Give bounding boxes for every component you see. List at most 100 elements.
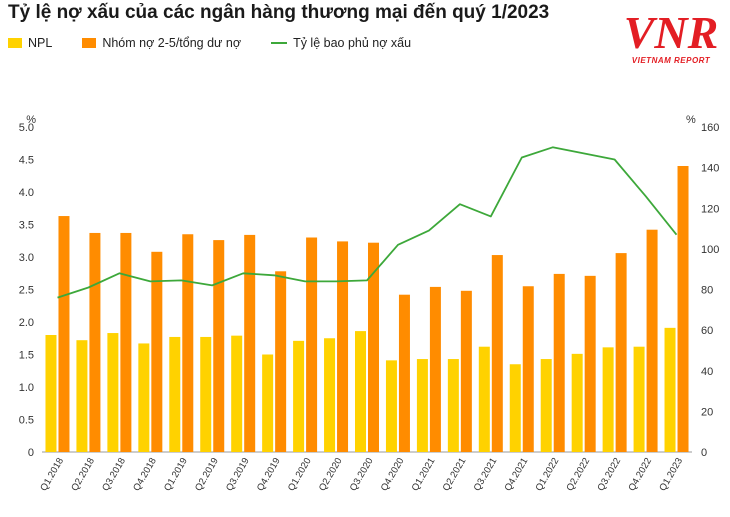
group25-bar [553, 273, 565, 452]
y-right-tick-label: 100 [701, 244, 719, 256]
y-right-tick-label: 40 [701, 366, 713, 378]
npl-bar [76, 340, 88, 452]
y-right-tick-label: 0 [701, 447, 707, 459]
y-right-tick-label: 80 [701, 285, 713, 297]
x-tick-label: Q4.2018 [131, 456, 159, 493]
group25-bar [120, 232, 132, 452]
group25-bar [151, 251, 163, 452]
group25-bar [398, 294, 410, 452]
legend: NPL Nhóm nợ 2-5/tổng dư nợ Tỷ lệ bao phủ… [8, 36, 441, 50]
y-left-tick-label: 3.5 [19, 220, 34, 232]
npl-bar [416, 359, 428, 452]
npl-bar [293, 340, 305, 452]
group25-bar [182, 234, 194, 452]
x-tick-label: Q2.2022 [565, 456, 593, 493]
x-tick-label: Q1.2022 [534, 456, 562, 493]
group25-bar [584, 275, 596, 452]
y-right-tick-label: 120 [701, 203, 719, 215]
x-tick-label: Q4.2022 [626, 456, 654, 493]
legend-label-npl: NPL [28, 36, 53, 50]
npl-bar [602, 347, 614, 452]
group25-bar [491, 255, 503, 452]
group25-bar [337, 241, 349, 452]
group25-bar [615, 253, 627, 452]
group25-bar [244, 234, 256, 452]
npl-bar [355, 331, 366, 452]
x-tick-label: Q3.2019 [224, 456, 252, 493]
npl-bar [200, 336, 212, 452]
group25-bar [646, 229, 658, 452]
coverage-line [57, 146, 678, 299]
x-tick-label: Q4.2021 [503, 456, 531, 493]
group25-bar [275, 271, 287, 452]
y-right-unit: % [686, 114, 696, 126]
group25-bar [460, 290, 472, 452]
npl-bar [324, 338, 336, 452]
x-tick-label: Q1.2021 [410, 456, 438, 493]
vietnam-report-logo: VNR VIETNAM REPORT [616, 2, 726, 74]
npl-bar [447, 359, 459, 452]
y-left-tick-label: 1.5 [19, 350, 34, 362]
x-tick-label: Q4.2019 [255, 456, 283, 493]
npl-bar [45, 335, 57, 452]
npl-bar [478, 346, 490, 452]
y-left-tick-label: 1.0 [19, 382, 34, 394]
y-left-unit: % [26, 114, 36, 126]
legend-item-group25: Nhóm nợ 2-5/tổng dư nợ [82, 36, 241, 50]
x-tick-label: Q1.2019 [162, 456, 190, 493]
npl-bar [385, 360, 397, 452]
legend-swatch-npl [8, 38, 22, 48]
legend-item-npl: NPL [8, 36, 52, 50]
y-left-tick-label: 5.0 [19, 122, 34, 134]
group25-bar [522, 286, 534, 452]
y-left-tick-label: 2.5 [19, 285, 34, 297]
x-tick-label: Q2.2021 [441, 456, 469, 493]
y-left-tick-label: 4.5 [19, 155, 34, 167]
x-tick-label: Q4.2020 [379, 456, 407, 493]
legend-swatch-group25 [82, 38, 97, 48]
logo-subtitle: VIETNAM REPORT [631, 56, 711, 65]
npl-bar [138, 343, 150, 452]
x-tick-label: Q2.2020 [317, 456, 345, 493]
legend-item-coverage: Tỷ lệ bao phủ nợ xấu [271, 36, 411, 50]
x-tick-label: Q2.2018 [69, 456, 97, 493]
legend-swatch-coverage [271, 42, 288, 44]
npl-bar [571, 353, 583, 452]
x-tick-label: Q1.2018 [38, 456, 66, 493]
y-left-tick-label: 3.0 [19, 252, 34, 264]
y-left-tick-label: 0.5 [19, 415, 34, 427]
x-tick-label: Q3.2021 [472, 456, 500, 493]
npl-bar [107, 333, 119, 452]
x-tick-label: Q1.2023 [657, 456, 685, 493]
y-right-tick-label: 160 [701, 122, 719, 134]
y-right-tick-label: 20 [701, 406, 713, 418]
chart-title: Tỷ lệ nợ xấu của các ngân hàng thương mạ… [8, 2, 550, 23]
y-right-tick-label: 140 [701, 163, 719, 175]
y-left-tick-label: 0 [28, 447, 34, 459]
npl-bar [540, 359, 552, 452]
x-tick-label: Q3.2022 [595, 456, 623, 493]
legend-label-group25: Nhóm nợ 2-5/tổng dư nợ [102, 36, 242, 50]
npl-bar [633, 346, 645, 452]
group25-bar [368, 242, 379, 452]
group25-bar [213, 240, 225, 452]
legend-label-coverage: Tỷ lệ bao phủ nợ xấu [293, 36, 412, 50]
group25-bar [306, 237, 318, 452]
svg-text:VNR: VNR [624, 7, 719, 58]
x-tick-label: Q3.2018 [100, 456, 128, 493]
group25-bar [429, 286, 441, 452]
x-tick-label: Q2.2019 [193, 456, 221, 493]
y-right-tick-label: 60 [701, 325, 713, 337]
group25-bar [677, 166, 689, 452]
x-tick-label: Q1.2020 [286, 456, 314, 493]
group25-bar [58, 216, 70, 452]
npl-bar [231, 335, 243, 452]
y-left-tick-label: 4.0 [19, 187, 34, 199]
npl-bar [664, 327, 676, 452]
npl-bar [509, 364, 521, 452]
vnr-logo-mark: VNR [624, 7, 719, 58]
npl-bar [169, 336, 181, 452]
x-tick-label: Q3.2020 [348, 456, 376, 493]
npl-bar [262, 354, 274, 452]
